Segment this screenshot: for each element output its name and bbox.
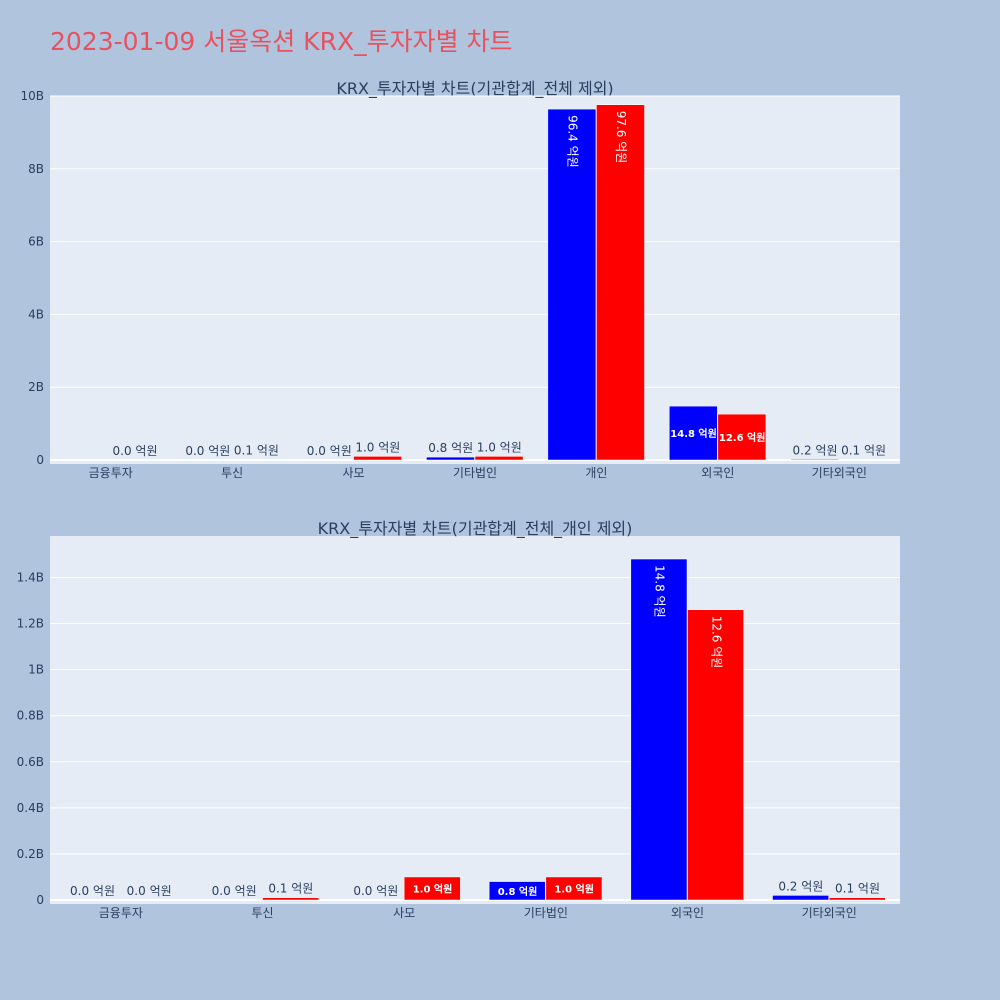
y-tick-label: 0.4B <box>17 801 44 815</box>
chart-title: KRX_투자자별 차트(기관합계_전체 제외) <box>336 79 613 99</box>
x-tick-label: 사모 <box>393 906 415 920</box>
y-tick-label: 1B <box>28 663 44 677</box>
data-label: 0.1 억원 <box>841 444 886 458</box>
x-tick-label: 금융투자 <box>89 466 133 480</box>
bar <box>687 609 744 901</box>
bar <box>772 895 829 901</box>
page-title: 2023-01-09 서울옥션 KRX_투자자별 차트 <box>50 27 513 56</box>
x-tick-label: 투신 <box>221 466 243 480</box>
data-label: 0.1 억원 <box>268 882 313 896</box>
y-tick-label: 0.2B <box>17 847 44 861</box>
bar <box>717 413 767 461</box>
bar <box>669 405 718 461</box>
chart-title: KRX_투자자별 차트(기관합계_전체_개인 제외) <box>318 519 633 539</box>
data-label: 12.6 억원 <box>719 431 766 444</box>
x-tick-label: 기타법인 <box>453 466 497 480</box>
y-tick-label: 10B <box>20 89 44 103</box>
data-label: 0.0 억원 <box>212 884 257 898</box>
y-tick-label: 2B <box>28 380 44 394</box>
plot-area <box>50 96 900 464</box>
y-tick-label: 0 <box>36 453 44 467</box>
bar <box>488 881 546 901</box>
bar <box>545 876 603 901</box>
data-label: 0.1 억원 <box>234 444 279 458</box>
data-label: 0.0 억원 <box>70 884 115 898</box>
data-label: 14.8 억원 <box>670 427 717 440</box>
bar <box>474 456 524 461</box>
y-tick-label: 0 <box>36 893 44 907</box>
bar <box>403 876 461 901</box>
data-label: 96.4 억원 <box>566 115 580 168</box>
bar <box>547 108 597 461</box>
plot-area <box>50 536 900 904</box>
data-label: 0.8 억원 <box>428 441 473 455</box>
bar <box>596 104 645 461</box>
x-tick-label: 기타외국인 <box>812 466 867 480</box>
bar <box>262 897 319 901</box>
x-tick-label: 외국인 <box>671 906 704 920</box>
bar <box>353 456 402 461</box>
data-label: 14.8 억원 <box>653 565 667 618</box>
x-tick-label: 금융투자 <box>99 906 143 920</box>
data-label: 0.0 억원 <box>113 444 158 458</box>
y-tick-label: 0.6B <box>17 755 44 769</box>
data-label: 1.0 억원 <box>477 440 522 454</box>
y-tick-label: 0.8B <box>17 709 44 723</box>
data-label: 0.0 억원 <box>307 444 352 458</box>
data-label: 1.0 억원 <box>355 440 400 454</box>
data-label: 0.8 억원 <box>498 885 538 898</box>
bar <box>630 558 688 901</box>
y-tick-label: 8B <box>28 162 44 176</box>
data-label: 0.2 억원 <box>793 443 838 457</box>
data-label: 0.0 억원 <box>185 444 230 458</box>
data-label: 0.0 억원 <box>127 884 172 898</box>
data-label: 12.6 억원 <box>709 616 723 669</box>
data-label: 0.2 억원 <box>778 879 823 893</box>
x-tick-label: 외국인 <box>701 466 734 480</box>
data-label: 1.0 억원 <box>554 882 594 895</box>
x-tick-label: 기타법인 <box>524 906 568 920</box>
data-label: 97.6 억원 <box>614 111 628 164</box>
data-label: 1.0 억원 <box>413 882 453 895</box>
y-tick-label: 6B <box>28 235 44 249</box>
x-tick-label: 기타외국인 <box>802 906 857 920</box>
bar <box>790 459 840 461</box>
x-tick-label: 투신 <box>251 906 273 920</box>
y-tick-label: 1.4B <box>17 570 44 584</box>
data-label: 0.1 억원 <box>835 882 880 896</box>
data-label: 0.0 억원 <box>353 884 398 898</box>
x-tick-label: 개인 <box>585 466 607 480</box>
y-tick-label: 4B <box>28 307 44 321</box>
bar <box>828 897 886 901</box>
x-tick-label: 사모 <box>343 466 365 480</box>
y-tick-label: 1.2B <box>17 617 44 631</box>
bar <box>426 456 475 461</box>
